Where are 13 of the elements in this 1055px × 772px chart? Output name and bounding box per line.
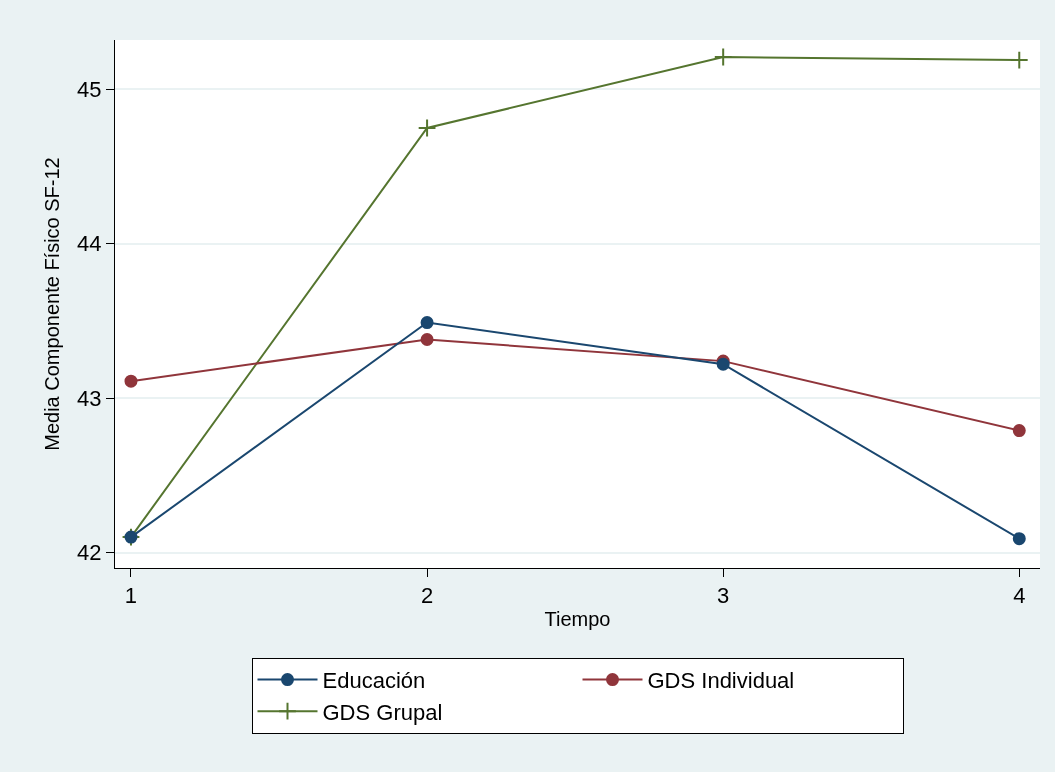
y-tick-label: 45 <box>77 77 102 103</box>
x-axis-title: Tiempo <box>544 607 611 630</box>
y-axis-title: Media Componente Físico SF-12 <box>40 157 63 451</box>
x-tick-label: 2 <box>420 583 434 609</box>
y-tick-label: 43 <box>77 385 102 411</box>
y-tick-label: 44 <box>77 231 102 257</box>
x-tick-label: 1 <box>124 583 138 609</box>
x-tick-label: 3 <box>717 583 730 609</box>
y-tick-label: 42 <box>77 540 102 566</box>
legend-label: GDS Grupal <box>322 699 443 725</box>
legend-label: GDS Individual <box>647 668 795 694</box>
legend-label: Educación <box>322 668 426 694</box>
x-tick-label: 4 <box>1013 583 1026 609</box>
